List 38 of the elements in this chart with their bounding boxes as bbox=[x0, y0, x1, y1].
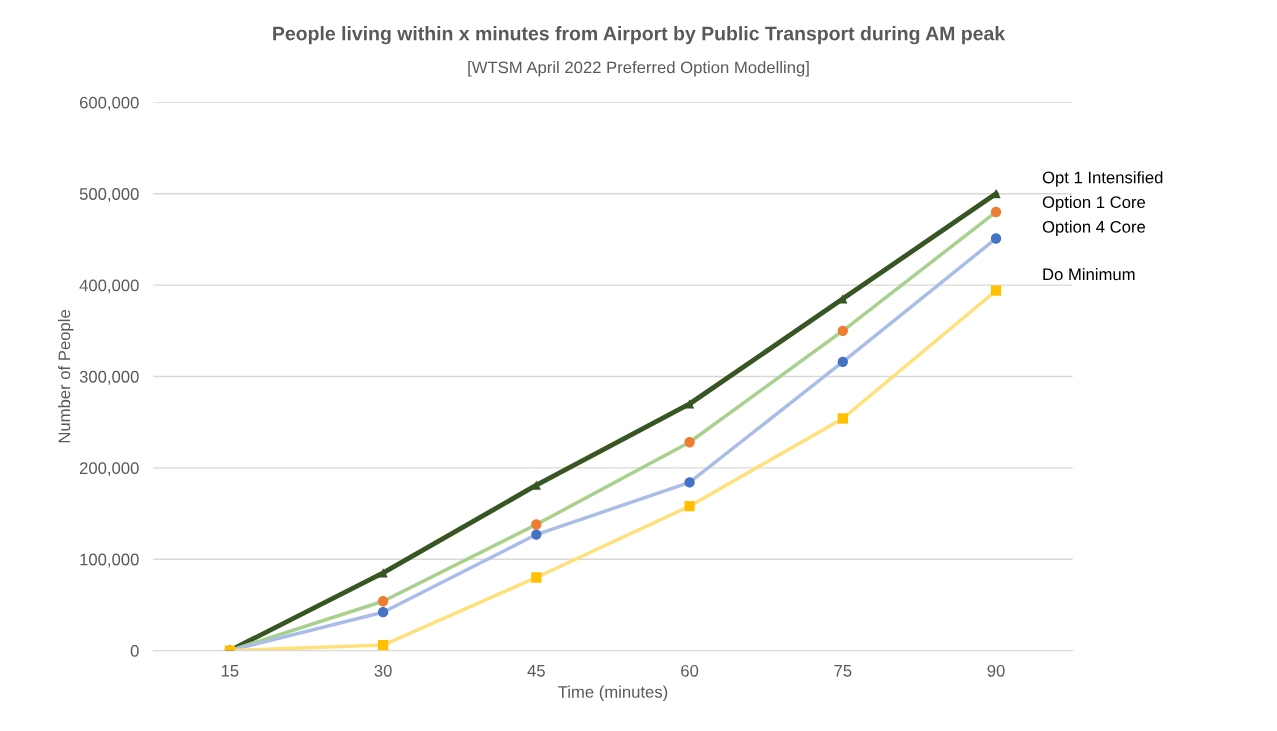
point bbox=[990, 206, 1002, 218]
point bbox=[377, 607, 389, 618]
point bbox=[990, 233, 1002, 244]
text: Opt 1 Intensified bbox=[1042, 171, 1163, 187]
y-tick-label: 600,000 bbox=[79, 96, 139, 111]
x-axis-title: Time (minutes) bbox=[558, 685, 668, 702]
point bbox=[684, 437, 695, 448]
y-tick-label: 100,000 bbox=[80, 553, 139, 568]
chart-title: People living within x minutes from Airport by Public Transport during AM peak bbox=[273, 26, 1006, 45]
point bbox=[684, 501, 695, 512]
y-tick-label: 400,000 bbox=[79, 279, 139, 294]
x-tick-label: 45 bbox=[527, 665, 545, 677]
text: Option 4 Core bbox=[1042, 220, 1146, 237]
x-tick-label: 30 bbox=[374, 664, 392, 677]
point bbox=[377, 639, 389, 651]
text: Do Minimum bbox=[1043, 268, 1135, 281]
point bbox=[990, 285, 1002, 296]
point bbox=[837, 413, 848, 424]
point bbox=[684, 399, 695, 409]
y-tick-label: 0 bbox=[130, 644, 139, 657]
point bbox=[531, 572, 542, 583]
y-tick-label: 300,000 bbox=[79, 370, 139, 385]
point bbox=[378, 568, 388, 578]
point bbox=[837, 325, 848, 336]
y-tick-label: 200,000 bbox=[79, 462, 139, 477]
text: Option 1 Core bbox=[1042, 195, 1146, 212]
point bbox=[837, 356, 848, 367]
x-tick-label: 15 bbox=[221, 665, 239, 677]
point bbox=[377, 596, 389, 607]
y-axis-title: Number of People bbox=[58, 310, 74, 443]
x-tick-label: 75 bbox=[834, 665, 852, 677]
x-tick-label: 90 bbox=[987, 664, 1005, 677]
y-tick-label: 500,000 bbox=[79, 188, 139, 202]
chart-subtitle: [WTSM April 2022 Preferred Option Modelling] bbox=[468, 61, 809, 77]
point bbox=[531, 519, 542, 530]
point bbox=[531, 529, 542, 540]
x-tick-label: 60 bbox=[681, 664, 699, 677]
point bbox=[684, 477, 695, 488]
